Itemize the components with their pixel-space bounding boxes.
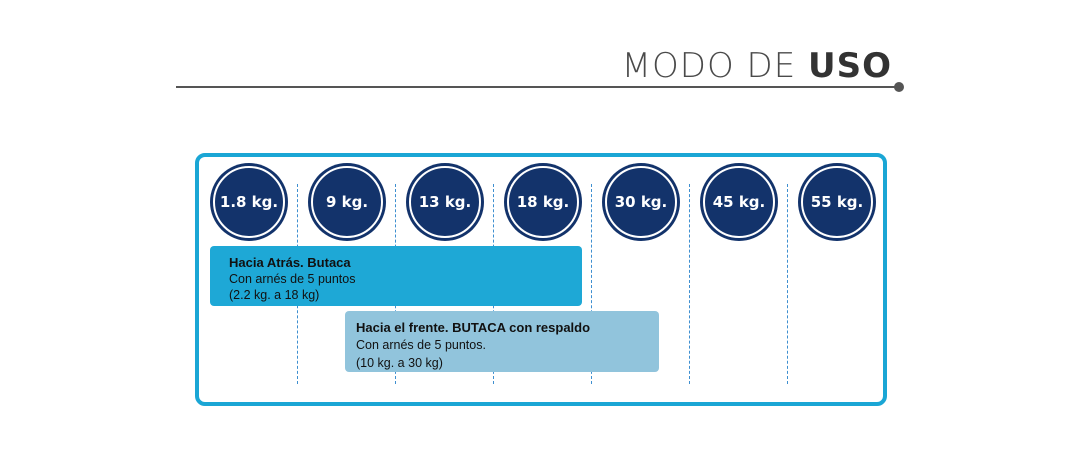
title-underline [176, 86, 898, 88]
weight-circle-3: 13 kg. [406, 163, 484, 241]
weight-label: 30 kg. [614, 193, 668, 211]
forward-facing-harness: Con arnés de 5 puntos. [356, 338, 486, 352]
usage-diagram-frame [195, 153, 887, 406]
rear-facing-range: (2.2 kg. a 18 kg) [229, 288, 320, 302]
forward-facing-title: Hacia el frente. BUTACA con respaldo [356, 320, 591, 335]
divider-line [787, 184, 788, 384]
weight-circle-2: 9 kg. [308, 163, 386, 241]
weight-circle-7: 55 kg. [798, 163, 876, 241]
section-title: MODO DE USO [622, 46, 892, 86]
rear-facing-title: Hacia Atrás. Butaca [229, 255, 351, 270]
rear-facing-harness: Con arnés de 5 puntos [229, 272, 356, 286]
forward-facing-mode-bar: Hacia el frente. BUTACA con respaldo Con… [345, 311, 659, 372]
title-underline-dot [894, 82, 904, 92]
weight-label: 1.8 kg. [219, 193, 279, 211]
section-title-bold: USO [808, 46, 892, 86]
weight-label: 18 kg. [516, 193, 570, 211]
divider-line [689, 184, 690, 384]
weight-circle-6: 45 kg. [700, 163, 778, 241]
divider-line [591, 184, 592, 384]
weight-label: 55 kg. [810, 193, 864, 211]
section-title-light: MODO DE [621, 46, 808, 86]
weight-circle-5: 30 kg. [602, 163, 680, 241]
weight-label: 45 kg. [712, 193, 766, 211]
forward-facing-range: (10 kg. a 30 kg) [356, 356, 443, 370]
weight-label: 9 kg. [325, 193, 369, 211]
weight-circle-1: 1.8 kg. [210, 163, 288, 241]
rear-facing-mode-bar: Hacia Atrás. Butaca Con arnés de 5 punto… [210, 246, 582, 306]
weight-label: 13 kg. [418, 193, 472, 211]
weight-circle-4: 18 kg. [504, 163, 582, 241]
